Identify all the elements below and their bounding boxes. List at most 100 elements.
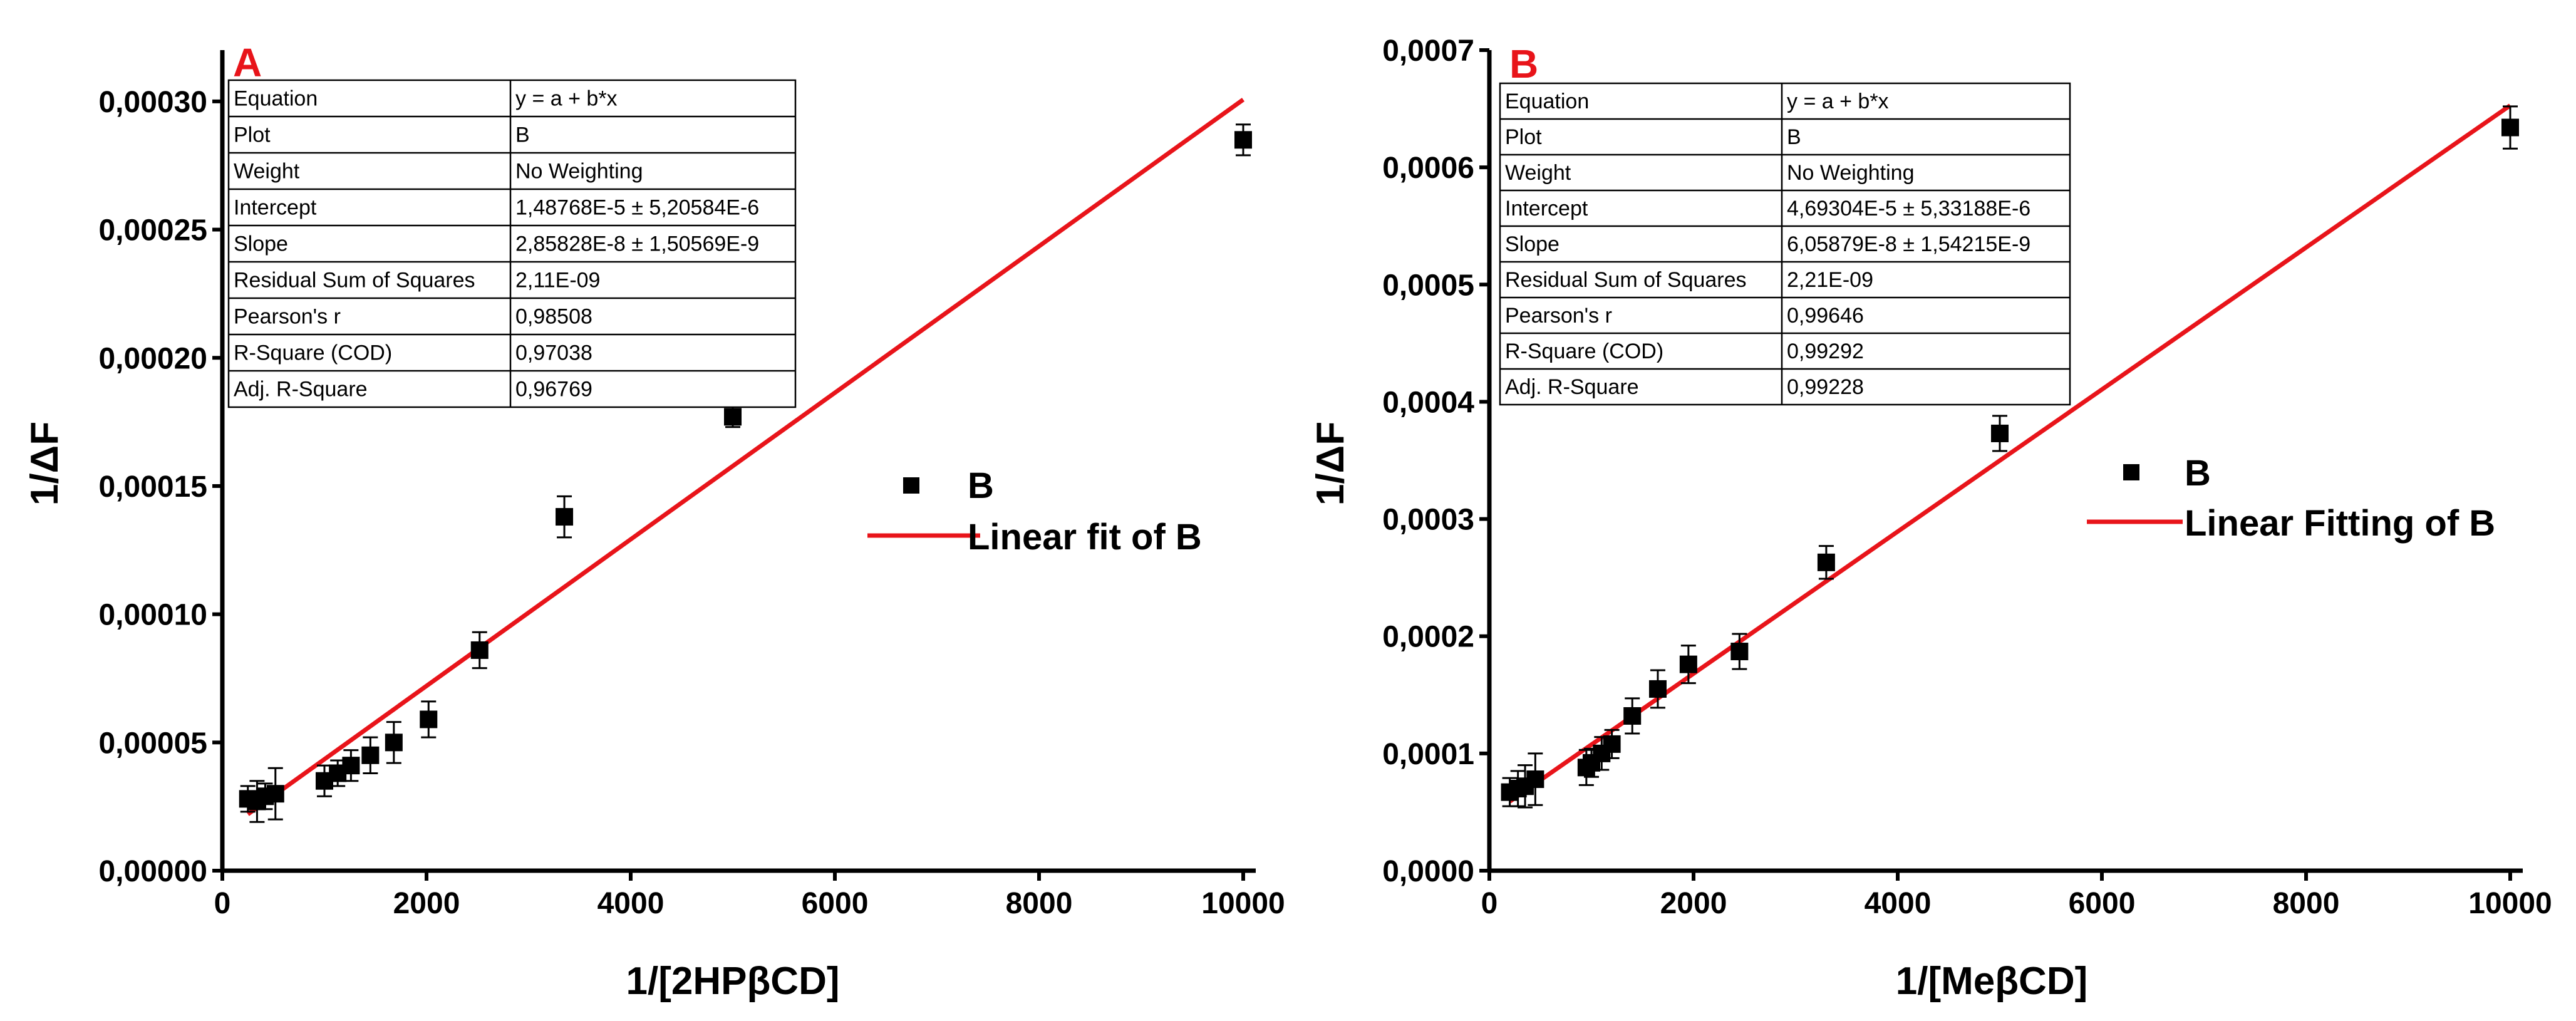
data-point xyxy=(361,746,380,764)
data-point xyxy=(342,757,360,775)
stats-table-key: Intercept xyxy=(1505,197,1588,220)
y-tick-label: 0,00010 xyxy=(98,599,207,632)
stats-table-key: Weight xyxy=(1505,161,1571,185)
data-point xyxy=(1817,553,1835,571)
data-point xyxy=(2501,118,2519,137)
stats-table-key: Residual Sum of Squares xyxy=(234,269,475,293)
y-tick-label: 0,00000 xyxy=(98,855,207,888)
data-point xyxy=(385,733,403,752)
stats-table-key: Intercept xyxy=(234,196,317,220)
stats-table-key: Equation xyxy=(234,87,318,111)
data-point xyxy=(1234,131,1252,149)
x-axis-title: 1/[MeβCD] xyxy=(1896,960,2088,1003)
stats-table-value: No Weighting xyxy=(1787,161,1915,185)
stats-table-value: 2,11E-09 xyxy=(515,269,600,293)
stats-table-key: Pearson's r xyxy=(234,305,341,329)
stats-table-key: Residual Sum of Squares xyxy=(1505,268,1747,292)
stats-table-key: Slope xyxy=(1505,232,1560,256)
stats-table-key: R-Square (COD) xyxy=(234,341,392,365)
stats-table-border xyxy=(227,79,797,408)
stats-table-key: Adj. R-Square xyxy=(1505,375,1639,399)
y-tick-label: 0,0001 xyxy=(1382,738,1474,771)
stats-table-value: B xyxy=(515,123,530,147)
x-tick-label: 8000 xyxy=(2273,887,2340,920)
stats-table-key: Plot xyxy=(234,123,271,147)
y-tick-label: 0,00030 xyxy=(98,86,207,119)
stats-table-key: Weight xyxy=(234,160,300,184)
fit-line xyxy=(246,98,1245,816)
stats-table-value: 0,96769 xyxy=(515,378,592,402)
data-point xyxy=(420,710,438,728)
stats-table-value: y = a + b*x xyxy=(515,87,618,111)
y-axis-title: 1/ΔF xyxy=(1309,422,1352,505)
x-tick-label: 0 xyxy=(1481,887,1498,920)
data-point xyxy=(1730,643,1749,661)
data-point xyxy=(470,641,489,659)
data-point xyxy=(1991,424,2009,442)
stats-table-key: Slope xyxy=(234,232,288,256)
legend-marker xyxy=(903,477,919,494)
y-tick-label: 0,00020 xyxy=(98,342,207,375)
stats-table-value: 6,05879E-8 ± 1,54215E-9 xyxy=(1787,232,2030,256)
stats-table-value: 0,98508 xyxy=(515,305,592,329)
data-point xyxy=(1526,770,1544,789)
stats-table-key: Plot xyxy=(1505,125,1542,149)
x-tick-label: 6000 xyxy=(2069,887,2136,920)
legend-label-fit: Linear fit of B xyxy=(968,517,1202,557)
x-tick-label: 2000 xyxy=(1660,887,1727,920)
legend-label-fit: Linear Fitting of B xyxy=(2185,503,2495,544)
stats-table-key: Adj. R-Square xyxy=(234,378,368,402)
stats-table-value: 0,99646 xyxy=(1787,304,1864,328)
y-tick-label: 0,0005 xyxy=(1382,269,1474,302)
stats-table-value: No Weighting xyxy=(515,160,643,184)
panel-letter: A xyxy=(233,40,262,85)
x-tick-label: 4000 xyxy=(1865,887,1932,920)
stats-table-value: 4,69304E-5 ± 5,33188E-6 xyxy=(1787,197,2030,220)
y-tick-label: 0,0002 xyxy=(1382,621,1474,654)
x-tick-label: 8000 xyxy=(1006,887,1073,920)
stats-table-value: 0,99292 xyxy=(1787,339,1864,363)
stats-table-key: R-Square (COD) xyxy=(1505,339,1663,363)
y-tick-label: 0,00025 xyxy=(98,214,207,247)
x-tick-label: 10000 xyxy=(2468,887,2552,920)
data-point xyxy=(1603,735,1621,753)
stats-table: Equation y = a + b*x Plot B Weight No Weighti… xyxy=(1499,82,2071,406)
stats-table-value: y = a + b*x xyxy=(1787,90,1889,113)
stats-table-value: 1,48768E-5 ± 5,20584E-6 xyxy=(515,196,759,220)
y-tick-label: 0,0007 xyxy=(1382,34,1474,68)
stats-table-value: 2,85828E-8 ± 1,50569E-9 xyxy=(515,232,759,256)
x-tick-label: 2000 xyxy=(393,887,460,920)
stats-table-value: 0,99228 xyxy=(1787,375,1864,399)
stats-table-border xyxy=(1499,82,2071,406)
fit-line xyxy=(1508,103,2511,804)
x-tick-label: 6000 xyxy=(802,887,869,920)
data-point xyxy=(724,408,742,426)
data-point xyxy=(266,785,284,803)
x-axis-title: 1/[2HPβCD] xyxy=(626,960,840,1003)
data-point xyxy=(1623,707,1642,725)
x-tick-label: 10000 xyxy=(1201,887,1285,920)
chart-a: 0 2000 4000 6000 8000 10000 0,00000 0,00005 0,00… xyxy=(23,40,1285,1003)
y-tick-label: 0,0003 xyxy=(1382,504,1474,537)
y-tick-label: 0,0006 xyxy=(1382,152,1474,185)
data-point xyxy=(556,508,574,526)
y-tick-label: 0,00015 xyxy=(98,470,207,504)
x-tick-label: 4000 xyxy=(597,887,665,920)
panel-letter: B xyxy=(1509,41,1538,86)
y-tick-label: 0,0000 xyxy=(1382,855,1474,888)
chart-b: 0 2000 4000 6000 8000 10000 0,0000 0,0001 0,0002… xyxy=(1309,34,2552,1003)
stats-table-value: 0,97038 xyxy=(515,341,592,365)
stats-table-key: Equation xyxy=(1505,90,1589,113)
x-tick-label: 0 xyxy=(214,887,231,920)
legend-label-points: B xyxy=(968,465,994,506)
stats-table-key: Pearson's r xyxy=(1505,304,1612,328)
y-tick-label: 0,0004 xyxy=(1382,386,1474,419)
legend-marker xyxy=(2123,464,2139,480)
stats-table-value: 2,21E-09 xyxy=(1787,268,1873,292)
data-point xyxy=(1648,680,1667,698)
data-point xyxy=(1679,655,1697,673)
y-tick-label: 0,00005 xyxy=(98,727,207,760)
stats-table-value: B xyxy=(1787,125,1801,149)
legend-label-points: B xyxy=(2185,453,2211,494)
